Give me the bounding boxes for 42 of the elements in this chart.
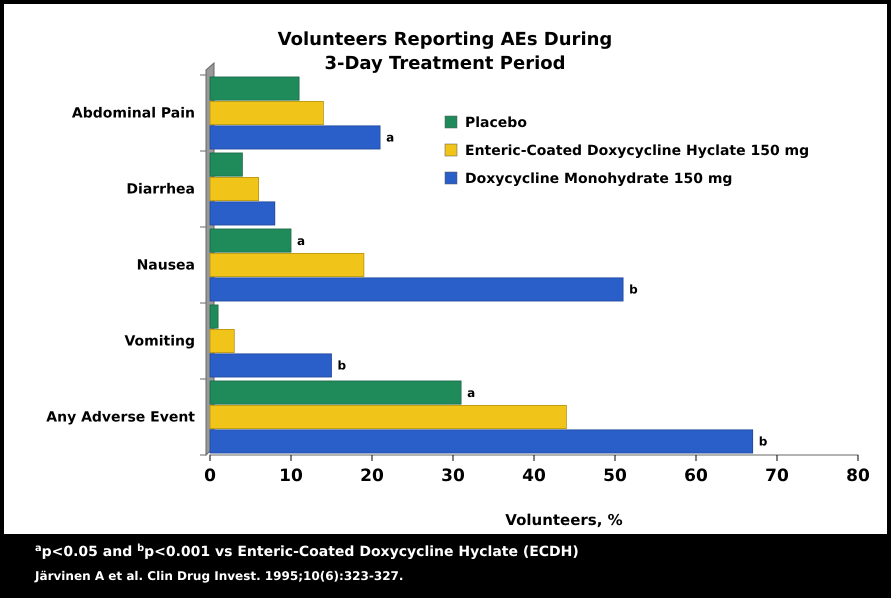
legend-label: Placebo	[465, 114, 528, 131]
legend-label: Doxycycline Monohydrate 150 mg	[465, 170, 732, 187]
bar	[210, 277, 624, 302]
data-label: a	[297, 234, 306, 248]
data-label: b	[338, 358, 346, 373]
y-tick-label: Any Adverse Event	[46, 409, 196, 426]
bar	[210, 100, 324, 126]
x-axis-title: Volunteers, %	[505, 511, 623, 529]
chart-title: Volunteers Reporting AEs During 3-Day Treatment Period	[278, 29, 612, 74]
y-tick-label: Diarrhea	[126, 181, 195, 198]
bar	[210, 228, 292, 253]
data-label: a	[467, 386, 476, 400]
data-label: b	[629, 282, 638, 297]
text: Järvinen A et al. Clin Drug Invest. 1995;10(6):323-327.	[34, 569, 404, 583]
bar	[210, 353, 332, 378]
x-tick-label: 20	[360, 466, 384, 486]
bar	[210, 328, 235, 354]
bar	[210, 380, 462, 405]
x-tick-label: 0	[204, 466, 216, 486]
text: $^{a}$p<0.05 and $^{b}$p<0.001 vs Enteric-Coated Doxycycline Hyclate (ECDH)	[35, 542, 579, 560]
bar	[210, 304, 218, 329]
data-label: a	[386, 130, 394, 145]
x-tick-label: 30	[441, 466, 465, 486]
x-tick-label: 60	[684, 466, 708, 486]
bar	[210, 201, 276, 226]
x-tick-label: 10	[279, 466, 303, 486]
bar	[210, 125, 380, 150]
x-tick-label: 40	[522, 466, 546, 486]
bar	[210, 176, 259, 202]
bar	[210, 252, 364, 278]
bar	[210, 152, 243, 177]
x-tick-label: 80	[846, 466, 870, 486]
data-label: b	[758, 434, 768, 449]
y-tick-label: Nausea	[136, 257, 195, 274]
legend-label: Enteric-Coated Doxycycline Hyclate 150 mg	[465, 142, 810, 159]
x-tick-label: 70	[765, 466, 789, 486]
bar	[210, 76, 300, 101]
bar	[210, 404, 567, 430]
y-tick-label: Abdominal Pain	[72, 105, 195, 122]
bar	[210, 429, 754, 454]
y-tick-label: Vomiting	[124, 333, 195, 350]
x-tick-label: 50	[603, 466, 627, 486]
